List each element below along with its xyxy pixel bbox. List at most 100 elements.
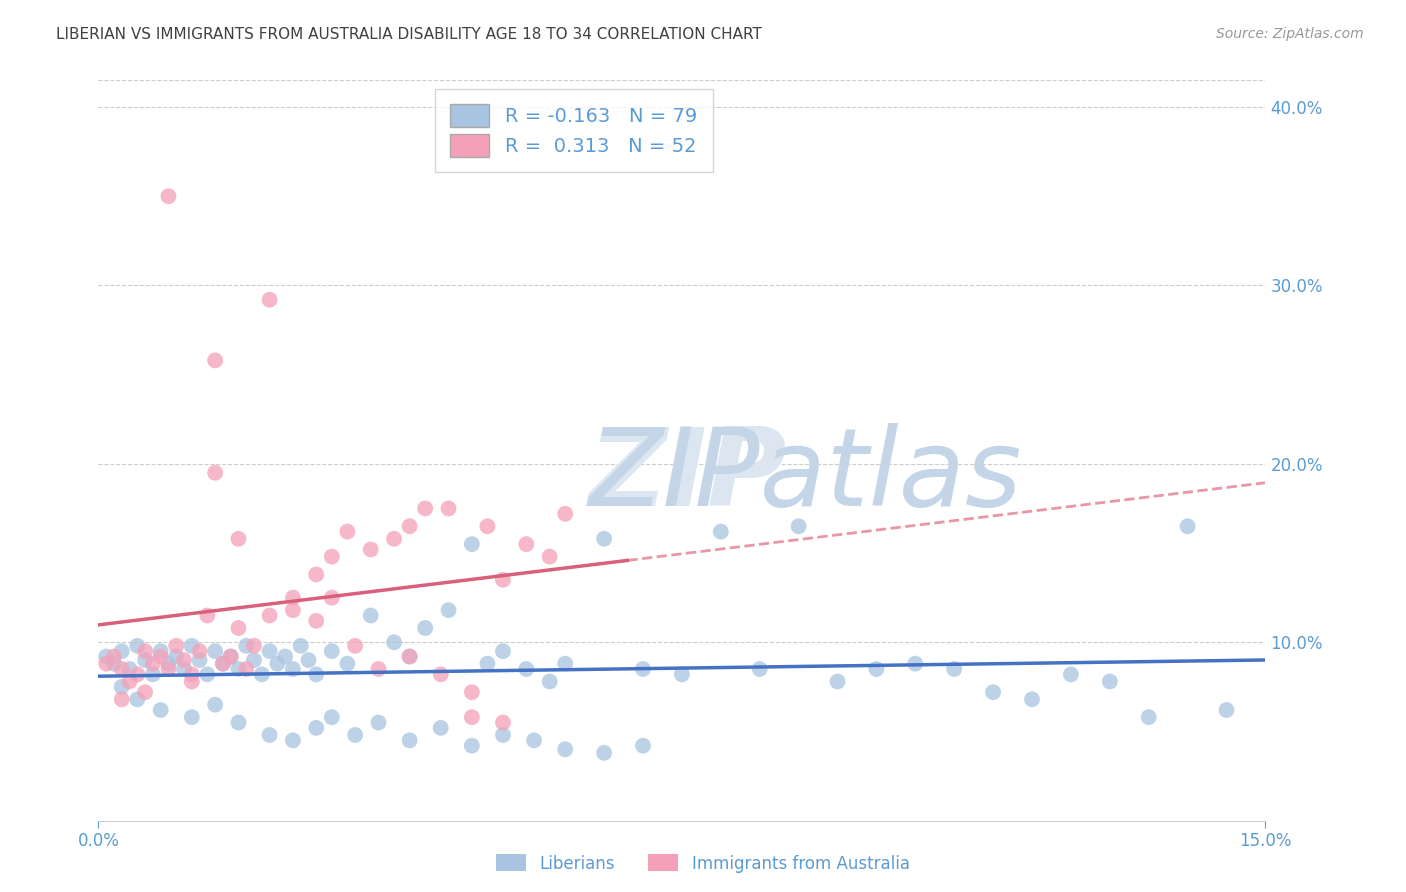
Point	[243, 639, 266, 653]
Point	[111, 692, 134, 706]
Point	[228, 715, 250, 730]
Point	[111, 662, 134, 676]
Point	[367, 662, 389, 676]
Point	[305, 614, 328, 628]
Point	[904, 657, 927, 671]
Point	[305, 567, 328, 582]
Point	[554, 742, 576, 756]
Point	[235, 639, 257, 653]
Point	[142, 657, 165, 671]
Point	[103, 649, 125, 664]
Point	[336, 657, 359, 671]
Point	[212, 657, 235, 671]
Point	[173, 653, 195, 667]
Point	[281, 591, 304, 605]
Point	[398, 649, 420, 664]
Point	[1215, 703, 1237, 717]
Point	[321, 710, 343, 724]
Point	[111, 680, 134, 694]
Point	[219, 649, 242, 664]
Point	[1177, 519, 1199, 533]
Point	[118, 662, 141, 676]
Point	[235, 662, 257, 676]
Point	[492, 715, 515, 730]
Text: ZIPatlas: ZIPatlas	[589, 424, 1022, 528]
Point	[748, 662, 770, 676]
Point	[515, 662, 537, 676]
Point	[631, 662, 654, 676]
Point	[204, 466, 226, 480]
Point	[382, 532, 405, 546]
Point	[305, 721, 328, 735]
Point	[96, 657, 118, 671]
Point	[281, 603, 304, 617]
Point	[134, 644, 156, 658]
Point	[259, 728, 281, 742]
Point	[1021, 692, 1043, 706]
Point	[538, 549, 561, 564]
Point	[398, 649, 420, 664]
Point	[321, 644, 343, 658]
Point	[157, 662, 180, 676]
Point	[593, 532, 616, 546]
Point	[127, 692, 149, 706]
Point	[134, 653, 156, 667]
Point	[228, 662, 250, 676]
Point	[165, 639, 187, 653]
Point	[281, 662, 304, 676]
Point	[1137, 710, 1160, 724]
Point	[250, 667, 273, 681]
Point	[477, 657, 499, 671]
Point	[360, 542, 382, 557]
Point	[204, 698, 226, 712]
Point	[180, 674, 202, 689]
Point	[429, 667, 451, 681]
Point	[787, 519, 810, 533]
Point	[321, 591, 343, 605]
Point	[127, 639, 149, 653]
Point	[142, 667, 165, 681]
Point	[981, 685, 1004, 699]
Point	[671, 667, 693, 681]
Point	[336, 524, 359, 539]
Point	[554, 657, 576, 671]
Point	[180, 639, 202, 653]
Point	[243, 653, 266, 667]
Point	[305, 667, 328, 681]
Point	[398, 733, 420, 747]
Point	[259, 608, 281, 623]
Point	[281, 733, 304, 747]
Text: Source: ZipAtlas.com: Source: ZipAtlas.com	[1216, 27, 1364, 41]
Point	[165, 649, 187, 664]
Point	[631, 739, 654, 753]
Point	[228, 621, 250, 635]
Point	[492, 644, 515, 658]
Point	[274, 649, 297, 664]
Point	[173, 662, 195, 676]
Point	[461, 739, 484, 753]
Point	[297, 653, 319, 667]
Point	[538, 674, 561, 689]
Point	[1060, 667, 1083, 681]
Point	[461, 685, 484, 699]
Point	[157, 189, 180, 203]
Point	[228, 532, 250, 546]
Point	[344, 728, 367, 742]
Point	[195, 667, 218, 681]
Point	[360, 608, 382, 623]
Point	[477, 519, 499, 533]
Point	[118, 674, 141, 689]
Point	[259, 644, 281, 658]
Point	[134, 685, 156, 699]
Point	[204, 353, 226, 368]
Point	[149, 644, 172, 658]
Text: LIBERIAN VS IMMIGRANTS FROM AUSTRALIA DISABILITY AGE 18 TO 34 CORRELATION CHART: LIBERIAN VS IMMIGRANTS FROM AUSTRALIA DI…	[56, 27, 762, 42]
Point	[554, 507, 576, 521]
Legend: Liberians, Immigrants from Australia: Liberians, Immigrants from Australia	[489, 847, 917, 880]
Point	[382, 635, 405, 649]
Point	[219, 649, 242, 664]
Point	[398, 519, 420, 533]
Point	[157, 657, 180, 671]
Point	[515, 537, 537, 551]
Point	[367, 715, 389, 730]
